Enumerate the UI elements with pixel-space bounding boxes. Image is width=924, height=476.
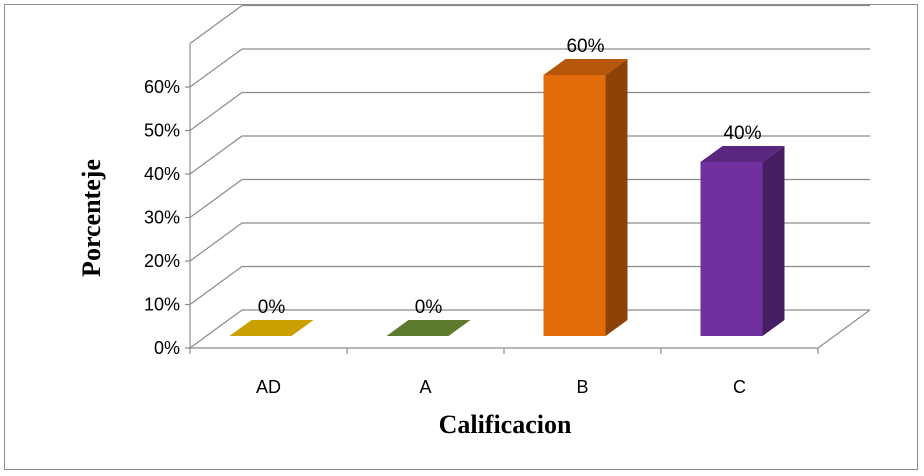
y-tick-label: 0% (154, 338, 180, 358)
bar-front (543, 75, 606, 336)
bar-b (543, 59, 628, 336)
y-tick-label: 50% (144, 121, 180, 141)
floor-right-edge (817, 309, 871, 349)
bar-side (605, 59, 628, 336)
side-gridline (189, 266, 243, 305)
bar-side (762, 146, 785, 336)
data-label: 40% (723, 123, 761, 144)
bar-a (386, 320, 471, 336)
data-label: 0% (415, 297, 443, 318)
bar-top (543, 59, 628, 75)
axes (185, 43, 871, 354)
side-gridline (189, 222, 243, 262)
bar-top (386, 320, 471, 336)
side-gridline (189, 179, 243, 218)
bar-top (700, 146, 785, 162)
side-gridline (189, 135, 243, 175)
bar-c (700, 146, 785, 336)
y-axis-title: Porcenteje (77, 159, 106, 277)
y-tick-label: 30% (144, 208, 180, 228)
bars (229, 59, 785, 336)
y-tick-label: 60% (144, 77, 180, 97)
data-label: 0% (258, 297, 286, 318)
side-gridline (189, 48, 243, 88)
bar-top (229, 320, 314, 336)
x-tick-label: AD (256, 377, 281, 397)
labels: 0% 10% 20% 30% 40% 50% 60% 0% AD 0% A 60% B 40% C (144, 36, 762, 397)
side-gridline (189, 92, 243, 131)
side-gridline (189, 309, 243, 349)
y-tick-label: 10% (144, 295, 180, 315)
side-gridline (189, 5, 243, 44)
x-tick-label: A (419, 377, 431, 397)
x-tick-label: C (733, 377, 746, 397)
bar-front (700, 162, 763, 336)
data-label: 60% (566, 36, 604, 57)
x-axis-title: Calificacion (439, 410, 572, 439)
y-tick-label: 20% (144, 251, 180, 271)
bar-ad (229, 320, 314, 336)
x-tick-label: B (576, 377, 588, 397)
y-tick-label: 40% (144, 164, 180, 184)
